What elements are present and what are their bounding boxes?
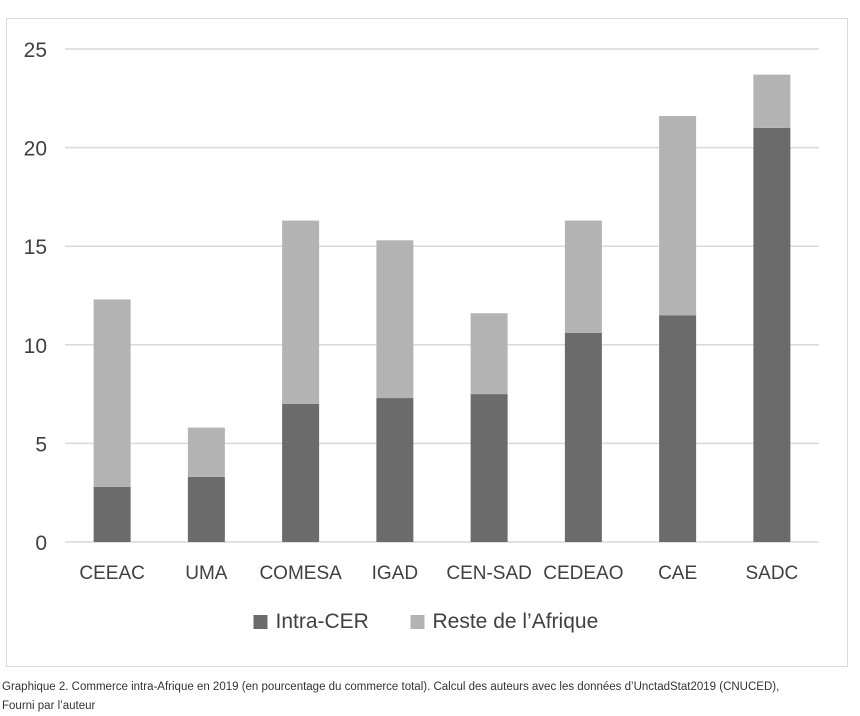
y-tick-label-10: 10	[24, 335, 47, 358]
bar-ceeac-series-2	[93, 299, 131, 487]
bar-sadc-series-2	[753, 74, 791, 128]
y-tick-label-5: 5	[35, 433, 47, 456]
caption-line-1: Graphique 2. Commerce intra-Afrique en 2…	[2, 681, 780, 693]
x-tick-label-uma: UMA	[185, 563, 228, 584]
bar-comesa-series-1	[282, 403, 320, 542]
bar-uma-series-1	[187, 476, 225, 542]
y-tick-label-15: 15	[24, 236, 47, 259]
bar-igad-series-2	[376, 240, 414, 399]
x-tick-label-comesa: COMESA	[259, 563, 342, 584]
y-axis-ticks: 0 5 10 15 20 25	[24, 39, 47, 555]
bar-cedeao-series-2	[564, 220, 602, 333]
bar-cae-series-2	[659, 116, 697, 316]
bars	[93, 74, 791, 542]
legend-label-2: Reste de l’Afrique	[433, 610, 599, 633]
x-axis-labels: CEEAC UMA COMESA IGAD CEN-SAD CEDEAO CAE SADC	[79, 563, 798, 584]
legend-label-1: Intra-CER	[276, 610, 369, 633]
bar-uma-series-2	[187, 427, 225, 477]
bar-cedeao-series-1	[564, 332, 602, 542]
stacked-bar-chart: 0 5 10 15 20 25 CEEAC UMA COMESA IGAD CEN-SAD CEDE…	[24, 39, 819, 633]
bar-comesa-series-2	[282, 220, 320, 404]
bar-cen-sad-series-2	[470, 313, 508, 395]
x-tick-label-sadc: SADC	[745, 563, 798, 584]
y-tick-label-0: 0	[35, 532, 47, 555]
x-tick-label-cen-sad: CEN-SAD	[446, 563, 532, 584]
figure-caption: Graphique 2. Commerce intra-Afrique en 2…	[2, 678, 852, 716]
x-tick-label-ceeac: CEEAC	[79, 563, 144, 584]
legend-swatch-2	[410, 615, 425, 629]
caption-line-2: Fourni par l’auteur	[2, 700, 96, 712]
bar-cae-series-1	[659, 315, 697, 542]
grid-lines	[65, 48, 819, 543]
chart-frame: 0 5 10 15 20 25 CEEAC UMA COMESA IGAD CEN-SAD CEDE…	[6, 18, 848, 667]
legend-swatch-1	[253, 615, 268, 629]
bar-sadc-series-1	[753, 127, 791, 542]
bar-cen-sad-series-1	[470, 394, 508, 542]
x-tick-label-cedeao: CEDEAO	[543, 563, 623, 584]
bar-igad-series-1	[376, 398, 414, 542]
x-tick-label-cae: CAE	[658, 563, 697, 584]
x-tick-label-igad: IGAD	[372, 563, 418, 584]
bar-ceeac-series-1	[93, 486, 131, 542]
y-tick-label-20: 20	[24, 138, 47, 161]
y-tick-label-25: 25	[24, 39, 47, 62]
legend: Intra-CER Reste de l’Afrique	[253, 610, 599, 633]
